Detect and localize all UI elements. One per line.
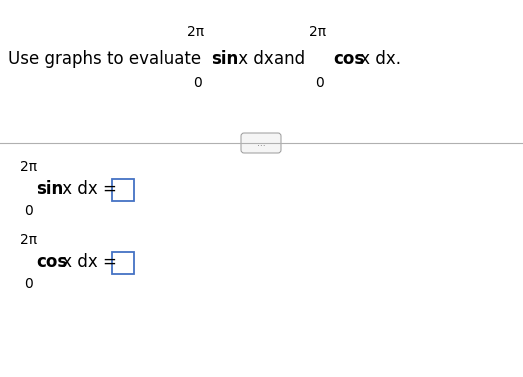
Text: ...: ...: [257, 138, 265, 147]
Text: ∫: ∫: [17, 172, 27, 206]
Text: and: and: [274, 50, 305, 68]
Text: ∫: ∫: [191, 40, 201, 78]
Text: 0: 0: [24, 277, 33, 291]
Bar: [112, 179, 134, 201]
Text: 0: 0: [194, 76, 202, 90]
Text: ∫: ∫: [313, 40, 323, 78]
Text: sin: sin: [36, 180, 63, 198]
Text: x dx =: x dx =: [57, 253, 117, 271]
Text: 2π: 2π: [187, 25, 204, 39]
Text: x dx: x dx: [233, 50, 274, 68]
Text: x dx =: x dx =: [57, 180, 117, 198]
Text: Use graphs to evaluate: Use graphs to evaluate: [8, 50, 201, 68]
Text: ∫: ∫: [17, 245, 27, 279]
Text: 2π: 2π: [20, 160, 37, 174]
Text: 0: 0: [315, 76, 324, 90]
Text: cos: cos: [333, 50, 364, 68]
Text: 0: 0: [24, 204, 33, 218]
Text: 2π: 2π: [310, 25, 326, 39]
Bar: [112, 252, 134, 274]
Text: x dx.: x dx.: [355, 50, 401, 68]
Text: 2π: 2π: [20, 233, 37, 247]
Text: cos: cos: [36, 253, 67, 271]
FancyBboxPatch shape: [241, 133, 281, 153]
Text: sin: sin: [211, 50, 238, 68]
